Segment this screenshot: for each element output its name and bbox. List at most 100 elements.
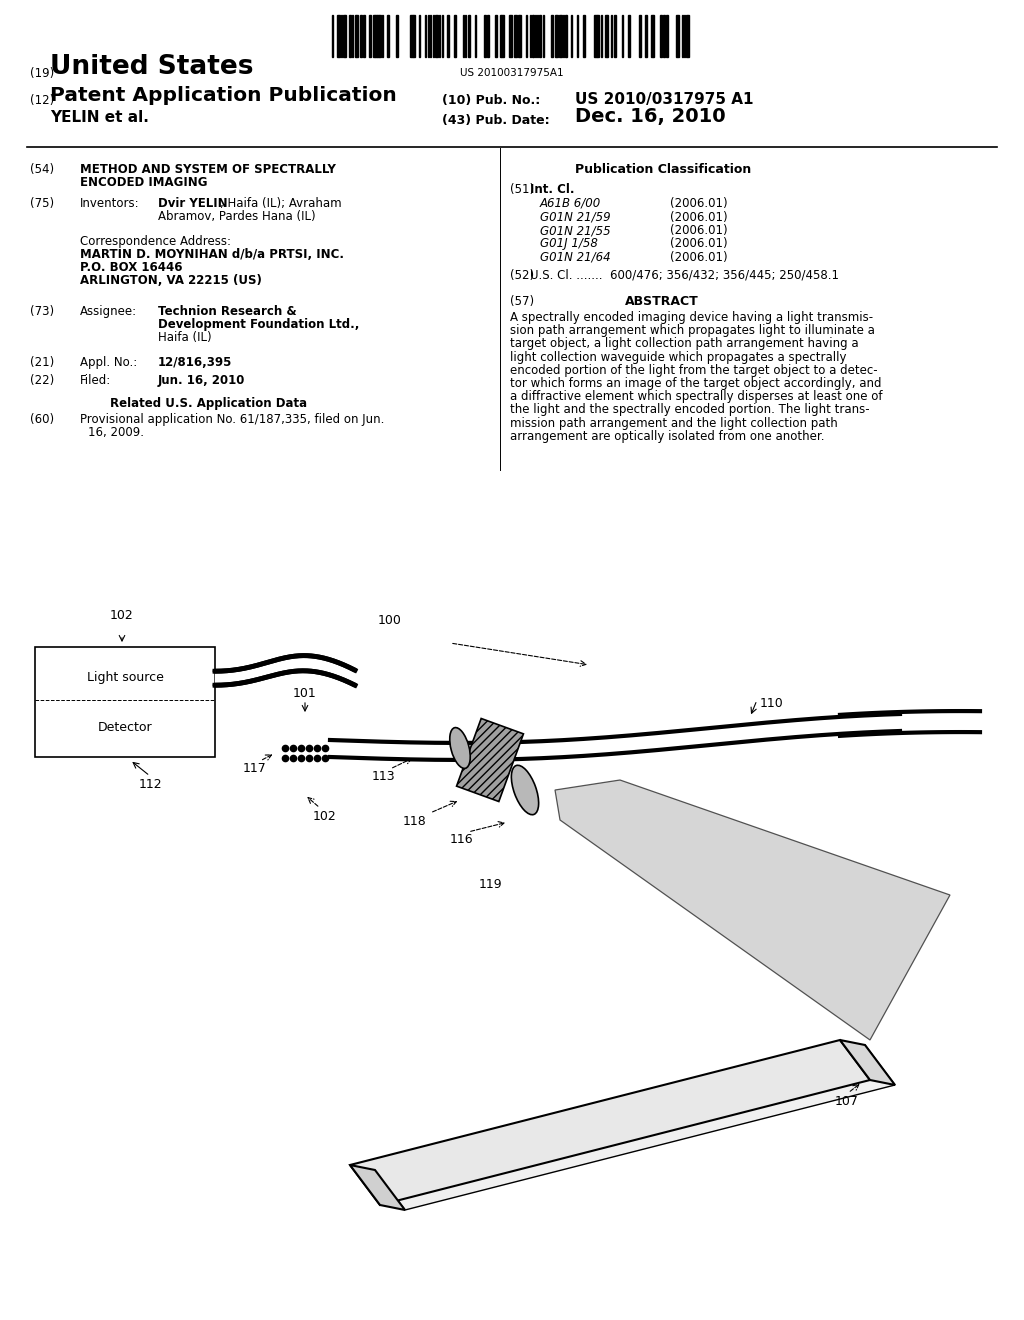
- Text: US 2010/0317975 A1: US 2010/0317975 A1: [575, 92, 754, 107]
- Text: arrangement are optically isolated from one another.: arrangement are optically isolated from …: [510, 430, 824, 442]
- Bar: [373, 15, 375, 57]
- Text: target object, a light collection path arrangement having a: target object, a light collection path a…: [510, 338, 859, 350]
- Text: (51): (51): [510, 183, 535, 195]
- Text: , Haifa (IL); Avraham: , Haifa (IL); Avraham: [220, 197, 342, 210]
- Bar: [514, 15, 517, 57]
- Text: (43) Pub. Date:: (43) Pub. Date:: [442, 114, 550, 127]
- Text: 112: 112: [138, 777, 162, 791]
- Text: 102: 102: [111, 609, 134, 622]
- Polygon shape: [555, 780, 950, 1040]
- Text: P.O. BOX 16446: P.O. BOX 16446: [80, 261, 182, 275]
- Text: Assignee:: Assignee:: [80, 305, 137, 318]
- Bar: [676, 15, 679, 57]
- Bar: [639, 15, 641, 57]
- Bar: [594, 15, 597, 57]
- Bar: [484, 15, 486, 57]
- Bar: [663, 15, 665, 57]
- Text: Jun. 16, 2010: Jun. 16, 2010: [158, 374, 246, 387]
- Bar: [396, 15, 398, 57]
- Text: Filed:: Filed:: [80, 374, 112, 387]
- Text: (57): (57): [510, 294, 535, 308]
- Text: (54): (54): [30, 162, 54, 176]
- Text: A spectrally encoded imaging device having a light transmis-: A spectrally encoded imaging device havi…: [510, 312, 873, 323]
- Bar: [457, 718, 523, 801]
- Text: sion path arrangement which propagates light to illuminate a: sion path arrangement which propagates l…: [510, 325, 874, 337]
- Text: tor which forms an image of the target object accordingly, and: tor which forms an image of the target o…: [510, 378, 882, 389]
- Bar: [556, 15, 558, 57]
- Text: (2006.01): (2006.01): [670, 210, 728, 223]
- Text: 117: 117: [243, 762, 267, 775]
- Bar: [509, 15, 512, 57]
- Polygon shape: [840, 1040, 895, 1085]
- Text: Technion Research &: Technion Research &: [158, 305, 297, 318]
- Bar: [356, 15, 358, 57]
- Text: US 20100317975A1: US 20100317975A1: [460, 69, 564, 78]
- Bar: [651, 15, 653, 57]
- Bar: [349, 15, 351, 57]
- Text: (22): (22): [30, 374, 54, 387]
- Polygon shape: [350, 1166, 406, 1210]
- Bar: [501, 15, 504, 57]
- Text: 100: 100: [378, 614, 402, 627]
- Bar: [35, 647, 215, 756]
- Text: Development Foundation Ltd.,: Development Foundation Ltd.,: [158, 318, 359, 331]
- Text: Light source: Light source: [87, 672, 164, 684]
- Bar: [666, 15, 668, 57]
- Text: 16, 2009.: 16, 2009.: [88, 426, 144, 440]
- Text: Detector: Detector: [97, 721, 153, 734]
- Bar: [628, 15, 630, 57]
- Text: a diffractive element which spectrally disperses at least one of: a diffractive element which spectrally d…: [510, 391, 883, 403]
- Polygon shape: [350, 1040, 870, 1205]
- Text: Patent Application Publication: Patent Application Publication: [50, 86, 396, 106]
- Text: (75): (75): [30, 197, 54, 210]
- Bar: [447, 15, 449, 57]
- Text: (73): (73): [30, 305, 54, 318]
- Text: the light and the spectrally encoded portion. The light trans-: the light and the spectrally encoded por…: [510, 404, 869, 416]
- Bar: [487, 15, 489, 57]
- Text: G01J 1/58: G01J 1/58: [540, 238, 598, 251]
- Text: MARTIN D. MOYNIHAN d/b/a PRTSI, INC.: MARTIN D. MOYNIHAN d/b/a PRTSI, INC.: [80, 248, 344, 261]
- Text: mission path arrangement and the light collection path: mission path arrangement and the light c…: [510, 417, 838, 429]
- Text: (2006.01): (2006.01): [670, 224, 728, 238]
- Text: Inventors:: Inventors:: [80, 197, 139, 210]
- Text: Dec. 16, 2010: Dec. 16, 2010: [575, 107, 726, 125]
- Bar: [410, 15, 413, 57]
- Bar: [375, 15, 377, 57]
- Bar: [551, 15, 553, 57]
- Text: (19): (19): [30, 67, 54, 81]
- Bar: [686, 15, 689, 57]
- Ellipse shape: [450, 727, 470, 768]
- Bar: [605, 15, 607, 57]
- Text: 12/816,395: 12/816,395: [158, 356, 232, 370]
- Text: ARLINGTON, VA 22215 (US): ARLINGTON, VA 22215 (US): [80, 275, 262, 286]
- Text: Related U.S. Application Data: Related U.S. Application Data: [110, 397, 307, 411]
- Bar: [413, 15, 415, 57]
- Text: Abramov, Pardes Hana (IL): Abramov, Pardes Hana (IL): [158, 210, 315, 223]
- Text: 113: 113: [371, 770, 395, 783]
- Text: 107: 107: [835, 1096, 859, 1107]
- Text: light collection waveguide which propagates a spectrally: light collection waveguide which propaga…: [510, 351, 847, 363]
- Bar: [369, 15, 371, 57]
- Bar: [343, 15, 345, 57]
- Bar: [519, 15, 521, 57]
- Text: Dvir YELIN: Dvir YELIN: [158, 197, 227, 210]
- Bar: [559, 15, 562, 57]
- Text: (2006.01): (2006.01): [670, 238, 728, 251]
- Text: 119: 119: [478, 878, 502, 891]
- Bar: [377, 15, 379, 57]
- Text: YELIN et al.: YELIN et al.: [50, 110, 148, 125]
- Text: G01N 21/59: G01N 21/59: [540, 210, 610, 223]
- Bar: [597, 15, 599, 57]
- Text: (10) Pub. No.:: (10) Pub. No.:: [442, 94, 541, 107]
- Text: G01N 21/55: G01N 21/55: [540, 224, 610, 238]
- Polygon shape: [375, 1045, 895, 1210]
- Bar: [495, 15, 497, 57]
- Text: ENCODED IMAGING: ENCODED IMAGING: [80, 176, 208, 189]
- Text: Publication Classification: Publication Classification: [575, 162, 752, 176]
- Text: A61B 6/00: A61B 6/00: [540, 197, 601, 210]
- Text: 116: 116: [450, 833, 473, 846]
- Text: (52): (52): [510, 269, 535, 282]
- Text: (2006.01): (2006.01): [670, 251, 728, 264]
- Text: 110: 110: [760, 697, 783, 710]
- Bar: [360, 15, 362, 57]
